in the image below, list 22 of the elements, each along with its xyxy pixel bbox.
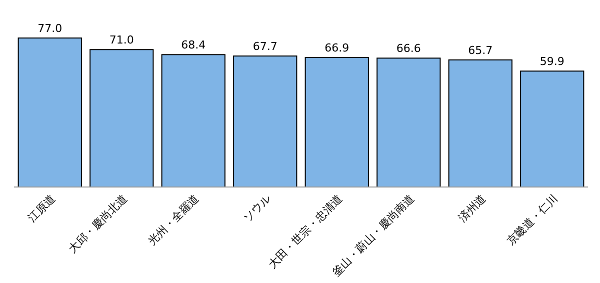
- bar: [90, 49, 154, 188]
- bar: [376, 58, 441, 188]
- x-tick-label: 済州道: [456, 192, 488, 224]
- x-tick-label: 京畿道・仁川: [504, 192, 560, 248]
- data-label: 71.0: [109, 34, 134, 47]
- x-tick-label: 光州・全羅道: [146, 192, 202, 248]
- data-label: 68.4: [181, 38, 206, 52]
- bar: [18, 38, 82, 188]
- bar: [304, 57, 369, 188]
- data-label: 67.7: [252, 40, 278, 53]
- bar: [520, 70, 584, 188]
- bar: [161, 54, 226, 188]
- bar: [233, 55, 298, 188]
- x-tick-label: 大邱・慶尚北道: [66, 192, 130, 256]
- data-label: 66.6: [396, 42, 421, 56]
- data-label: 66.9: [324, 42, 350, 55]
- x-tick-label: 江原道: [25, 192, 58, 224]
- data-label: 77.0: [38, 22, 62, 35]
- data-label: 59.9: [540, 55, 564, 68]
- data-label: 65.7: [468, 44, 493, 57]
- bar: [448, 59, 512, 188]
- x-tick-label: ソウル: [240, 192, 274, 224]
